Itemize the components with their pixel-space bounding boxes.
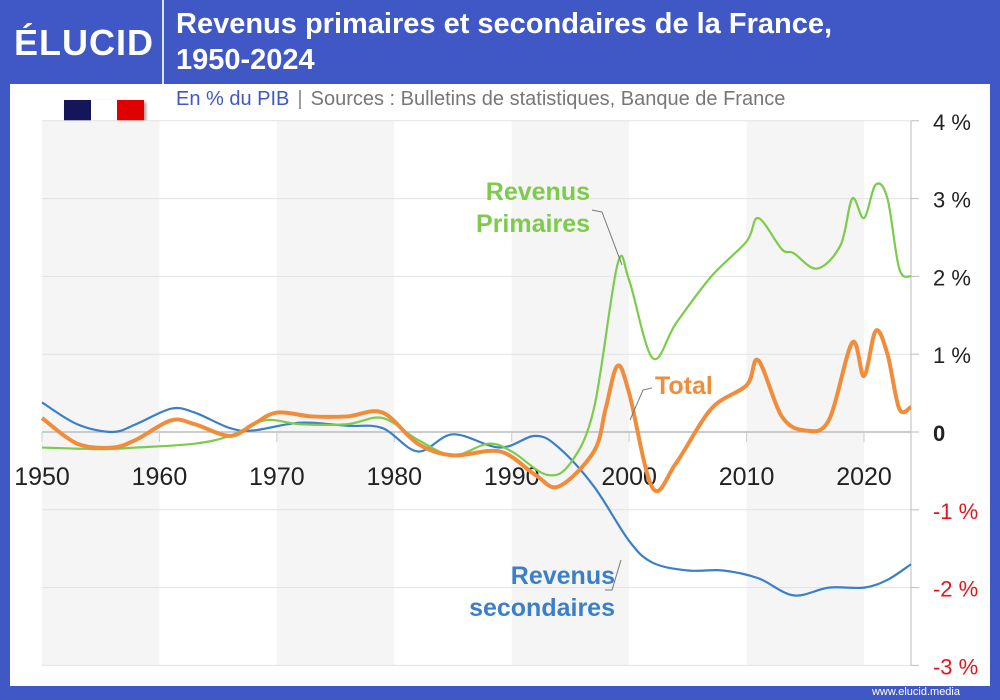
title-line-1: Revenus primaires et secondaires de la F… xyxy=(176,8,833,40)
sources-label: Sources : Bulletins de statistiques, Ban… xyxy=(310,88,786,110)
decade-band xyxy=(746,120,864,666)
x-tick-label: 1950 xyxy=(14,463,70,491)
y-tick-label: -3 % xyxy=(933,654,978,679)
y-tick-label: 1 % xyxy=(933,343,971,368)
page-title: Revenus primaires et secondaires de la F… xyxy=(176,6,832,78)
x-tick-label: 1990 xyxy=(484,463,540,491)
y-tick-label: 2 % xyxy=(933,265,971,290)
x-tick-label: 1980 xyxy=(366,463,422,491)
y-tick-label: -1 % xyxy=(933,499,978,524)
decade-band xyxy=(276,120,395,666)
leader-line xyxy=(629,387,653,421)
x-tick-label: 1960 xyxy=(132,463,188,491)
leader-line xyxy=(591,209,623,266)
header: ÉLUCID Revenus primaires et secondaires … xyxy=(0,0,1000,84)
leader-line xyxy=(605,559,622,591)
y-tick-label: -2 % xyxy=(933,577,978,602)
footer-url[interactable]: www.elucid.media xyxy=(871,686,960,698)
subtitle: En % du PIB | Sources : Bulletins de stati… xyxy=(176,88,785,111)
series-label: Revenus xyxy=(511,562,615,590)
series-line-revenus-primaires xyxy=(41,182,912,477)
x-tick-label: 2020 xyxy=(836,463,892,491)
title-line-2: 1950-2024 xyxy=(176,44,315,76)
series-label: Primaires xyxy=(476,210,590,238)
x-tick-label: 1970 xyxy=(249,463,305,491)
series-label: secondaires xyxy=(469,594,615,622)
elucid-logo: ÉLUCID xyxy=(14,22,154,63)
series-label: Revenus xyxy=(486,178,590,206)
decade-band xyxy=(42,120,160,666)
unit-label: En % du PIB xyxy=(176,88,290,110)
header-divider xyxy=(162,0,164,84)
y-tick-label: 0 xyxy=(933,421,945,446)
subtitle-separator: | xyxy=(297,88,303,110)
y-tick-label: 3 % xyxy=(933,188,971,213)
series-line-revenus-secondaires xyxy=(41,401,912,597)
x-tick-label: 2010 xyxy=(719,463,775,491)
series-label: Total xyxy=(655,372,713,400)
y-tick-label: 4 % xyxy=(933,110,971,135)
series-line-total xyxy=(40,328,912,493)
